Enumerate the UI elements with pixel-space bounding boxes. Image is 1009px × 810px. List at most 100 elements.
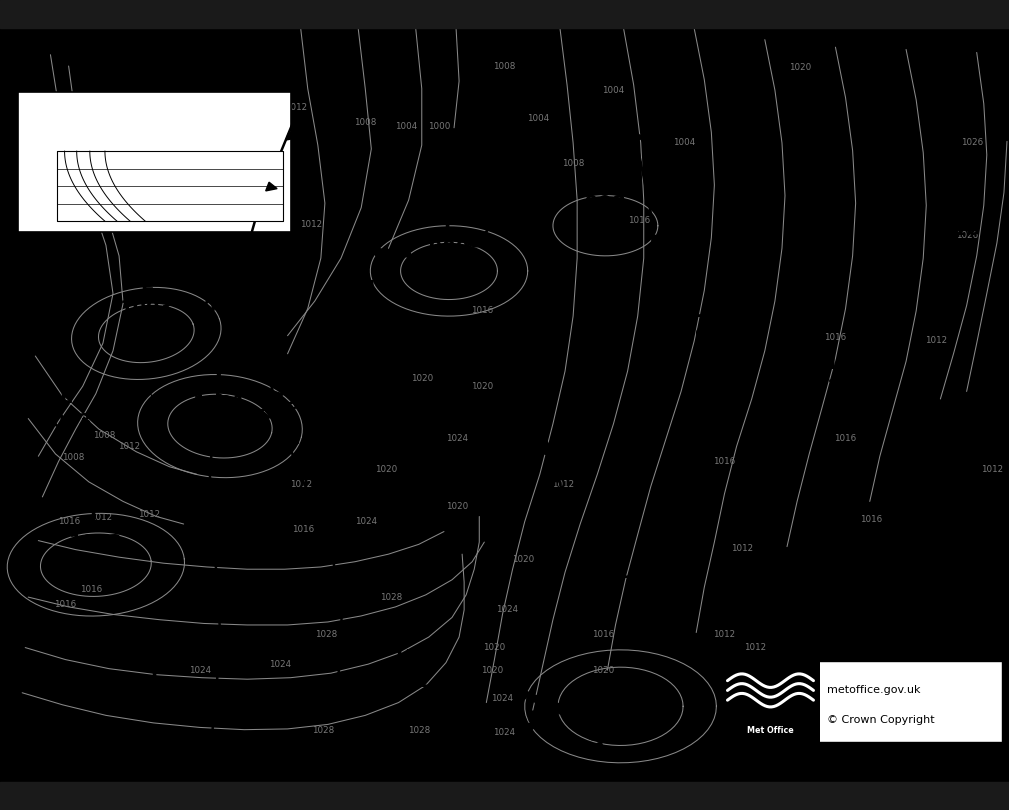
Text: L: L (60, 388, 72, 407)
Polygon shape (633, 380, 643, 388)
Polygon shape (214, 548, 224, 556)
Text: 1004: 1004 (396, 122, 418, 130)
Text: 1003: 1003 (38, 412, 93, 432)
Text: 1009: 1009 (616, 563, 671, 582)
Text: 1024: 1024 (493, 728, 516, 737)
Text: 1012: 1012 (290, 480, 312, 488)
Text: 1024: 1024 (355, 518, 377, 526)
Text: 1016: 1016 (824, 333, 847, 342)
Polygon shape (286, 131, 298, 140)
Polygon shape (235, 288, 246, 296)
Polygon shape (361, 237, 371, 245)
Text: ×: × (398, 672, 410, 688)
Text: 1016: 1016 (860, 515, 882, 524)
Text: 1028: 1028 (408, 726, 430, 735)
Text: 1024: 1024 (269, 660, 292, 669)
Polygon shape (551, 527, 562, 544)
Text: © Crown Copyright: © Crown Copyright (826, 714, 934, 725)
Text: 1016: 1016 (471, 306, 493, 315)
Text: 1026: 1026 (956, 231, 978, 240)
Text: in kt for 4.0 hPa intervals: in kt for 4.0 hPa intervals (89, 120, 220, 130)
Polygon shape (652, 234, 661, 242)
Polygon shape (336, 578, 347, 586)
Text: 1016: 1016 (58, 518, 80, 526)
Text: ×: × (627, 669, 639, 684)
Polygon shape (469, 234, 486, 247)
Text: L: L (638, 539, 650, 558)
Bar (721, 661, 1002, 743)
Text: 1028: 1028 (380, 593, 403, 602)
Polygon shape (216, 393, 227, 402)
Text: 1012: 1012 (744, 643, 766, 652)
Text: 1008: 1008 (63, 454, 85, 463)
Text: 1026: 1026 (961, 139, 983, 147)
Text: 1024: 1024 (491, 694, 514, 703)
Polygon shape (351, 386, 373, 396)
Polygon shape (522, 416, 539, 432)
Polygon shape (645, 333, 655, 341)
Text: L: L (150, 667, 162, 686)
Text: Geostrophic wind scale: Geostrophic wind scale (78, 98, 231, 112)
Text: Forecast chart (T+24) valid 00 UTC WED 19 JUN 2024: Forecast chart (T+24) valid 00 UTC WED 1… (8, 47, 308, 58)
Text: 1004: 1004 (602, 86, 625, 95)
Text: L: L (214, 369, 226, 389)
Text: ×: × (234, 288, 246, 303)
Polygon shape (496, 150, 509, 165)
Polygon shape (218, 600, 228, 609)
Text: 1013: 1013 (339, 303, 394, 322)
Text: 1014: 1014 (593, 691, 648, 710)
Text: L: L (599, 170, 611, 189)
Text: 80: 80 (55, 227, 68, 236)
Text: 1012: 1012 (552, 480, 574, 488)
Text: 1016: 1016 (54, 600, 77, 609)
Text: 1020: 1020 (512, 555, 534, 564)
Text: 1016: 1016 (628, 216, 650, 225)
Polygon shape (585, 726, 599, 740)
Text: 1032: 1032 (376, 672, 431, 691)
Text: 1024: 1024 (189, 666, 211, 675)
Polygon shape (373, 247, 393, 258)
Polygon shape (538, 439, 553, 454)
Polygon shape (551, 496, 563, 512)
Polygon shape (645, 184, 655, 192)
Polygon shape (467, 388, 488, 399)
Text: L: L (140, 275, 152, 294)
Polygon shape (517, 696, 527, 703)
Text: 1016: 1016 (80, 585, 102, 594)
Text: 1010: 1010 (735, 563, 789, 582)
Text: L: L (614, 667, 627, 686)
Polygon shape (534, 696, 553, 706)
Text: 1012: 1012 (713, 630, 736, 639)
Bar (57, 151, 283, 221)
Text: 1003: 1003 (311, 439, 365, 458)
Text: H: H (396, 648, 412, 667)
Text: 1012: 1012 (118, 442, 140, 451)
Text: H: H (945, 196, 962, 215)
Text: ×: × (648, 439, 660, 454)
Polygon shape (512, 661, 526, 677)
Text: 1004: 1004 (527, 114, 549, 123)
Text: metoffice.gov.uk: metoffice.gov.uk (826, 684, 920, 695)
Polygon shape (317, 390, 335, 401)
Polygon shape (272, 391, 284, 400)
Text: 1008: 1008 (562, 160, 584, 168)
Text: 10: 10 (182, 227, 194, 236)
Polygon shape (432, 383, 454, 393)
Text: 1012: 1012 (285, 103, 307, 112)
Text: 70N: 70N (36, 164, 53, 173)
Text: 1012: 1012 (925, 336, 947, 346)
Polygon shape (526, 629, 540, 645)
Text: 1008: 1008 (493, 62, 516, 70)
Polygon shape (274, 409, 294, 420)
Text: 1012: 1012 (300, 220, 322, 228)
Text: 50N: 50N (36, 199, 53, 208)
Text: L: L (756, 539, 768, 558)
Text: 25: 25 (95, 227, 107, 236)
Text: 1024: 1024 (496, 605, 519, 615)
Text: ×: × (648, 544, 660, 560)
Polygon shape (393, 383, 415, 391)
Text: L: L (90, 509, 102, 528)
Text: 1020: 1020 (789, 63, 811, 72)
Polygon shape (264, 404, 286, 416)
Polygon shape (306, 488, 317, 496)
